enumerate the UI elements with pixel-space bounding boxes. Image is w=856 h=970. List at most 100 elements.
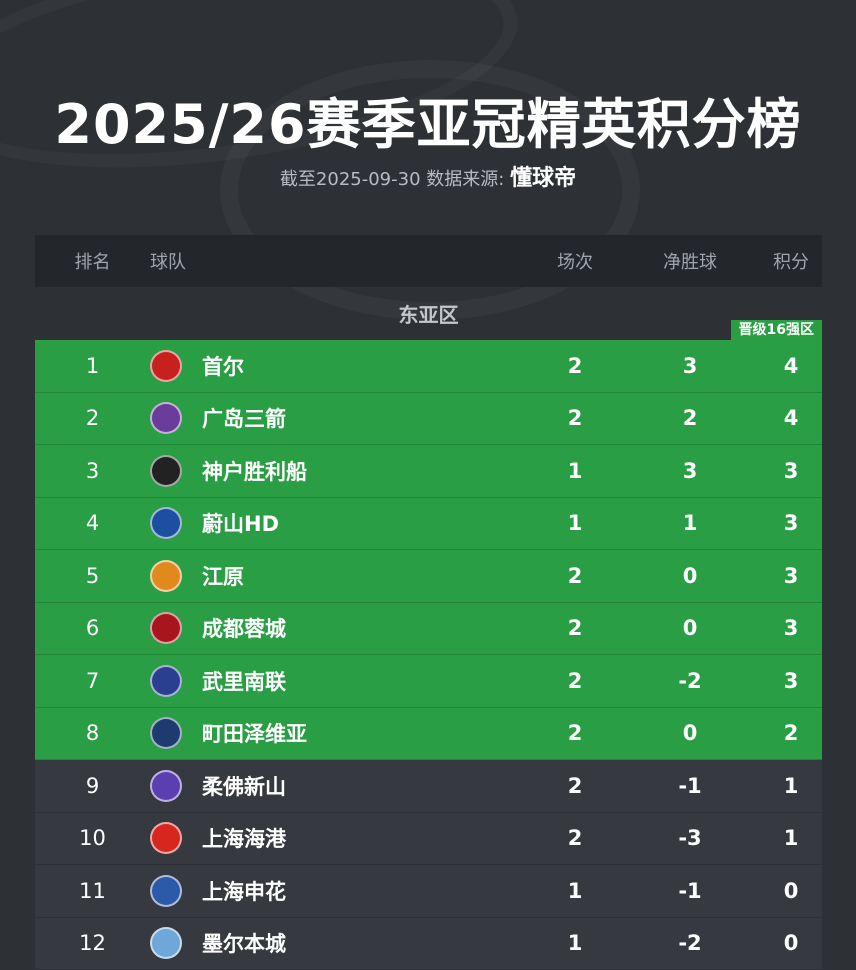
points: 4 xyxy=(760,354,822,378)
points: 4 xyxy=(760,406,822,430)
played: 2 xyxy=(530,354,620,378)
team-logo-icon xyxy=(150,560,182,592)
rank: 1 xyxy=(35,354,150,378)
team-logo-icon xyxy=(150,717,182,749)
team-logo-icon xyxy=(150,402,182,434)
played: 1 xyxy=(530,511,620,535)
team-cell: 神户胜利船 xyxy=(150,455,530,487)
team-cell: 成都蓉城 xyxy=(150,612,530,644)
played: 2 xyxy=(530,774,620,798)
subtitle: 截至2025-09-30 数据来源: 懂球帝 xyxy=(0,160,856,192)
goal-difference: -2 xyxy=(620,931,760,955)
played: 2 xyxy=(530,406,620,430)
points: 0 xyxy=(760,879,822,903)
goal-difference: 1 xyxy=(620,511,760,535)
region-heading: 东亚区 晋级16强区 xyxy=(35,287,822,340)
header-team: 球队 xyxy=(150,248,530,274)
team-cell: 首尔 xyxy=(150,350,530,382)
goal-difference: 3 xyxy=(620,354,760,378)
rank: 2 xyxy=(35,406,150,430)
goal-difference: 0 xyxy=(620,564,760,588)
team-name[interactable]: 柔佛新山 xyxy=(202,771,286,801)
team-logo-icon xyxy=(150,455,182,487)
table-row[interactable]: 12 墨尔本城 1 -2 0 xyxy=(35,918,822,970)
rank: 7 xyxy=(35,669,150,693)
played: 1 xyxy=(530,879,620,903)
rank: 5 xyxy=(35,564,150,588)
rank: 12 xyxy=(35,931,150,955)
team-cell: 上海海港 xyxy=(150,822,530,854)
team-logo-icon xyxy=(150,927,182,959)
table-row[interactable]: 2 广岛三箭 2 2 4 xyxy=(35,393,822,446)
team-name[interactable]: 上海申花 xyxy=(202,876,286,906)
table-row[interactable]: 11 上海申花 1 -1 0 xyxy=(35,865,822,918)
team-name[interactable]: 上海海港 xyxy=(202,823,286,853)
page-title: 2025/26赛季亚冠精英积分榜 xyxy=(0,80,856,159)
team-name[interactable]: 神户胜利船 xyxy=(202,456,307,486)
rank: 10 xyxy=(35,826,150,850)
header-played: 场次 xyxy=(530,248,620,274)
rank: 3 xyxy=(35,459,150,483)
points: 3 xyxy=(760,669,822,693)
team-name[interactable]: 首尔 xyxy=(202,351,244,381)
region-label: 东亚区 xyxy=(399,299,459,328)
team-logo-icon xyxy=(150,612,182,644)
rank: 6 xyxy=(35,616,150,640)
team-name[interactable]: 武里南联 xyxy=(202,666,286,696)
played: 1 xyxy=(530,459,620,483)
points: 3 xyxy=(760,511,822,535)
header-gd: 净胜球 xyxy=(620,248,760,274)
points: 1 xyxy=(760,826,822,850)
team-cell: 柔佛新山 xyxy=(150,770,530,802)
team-cell: 町田泽维亚 xyxy=(150,717,530,749)
team-name[interactable]: 江原 xyxy=(202,561,244,591)
played: 1 xyxy=(530,931,620,955)
table-row[interactable]: 1 首尔 2 3 4 xyxy=(35,340,822,393)
header-rank: 排名 xyxy=(35,248,150,274)
team-cell: 武里南联 xyxy=(150,665,530,697)
team-cell: 上海申花 xyxy=(150,875,530,907)
table-row[interactable]: 6 成都蓉城 2 0 3 xyxy=(35,603,822,656)
table-row[interactable]: 8 町田泽维亚 2 0 2 xyxy=(35,708,822,761)
played: 2 xyxy=(530,826,620,850)
rank: 9 xyxy=(35,774,150,798)
points: 3 xyxy=(760,616,822,640)
team-logo-icon xyxy=(150,507,182,539)
points: 1 xyxy=(760,774,822,798)
table-row[interactable]: 3 神户胜利船 1 3 3 xyxy=(35,445,822,498)
team-logo-icon xyxy=(150,822,182,854)
goal-difference: 2 xyxy=(620,406,760,430)
played: 2 xyxy=(530,721,620,745)
goal-difference: 0 xyxy=(620,721,760,745)
table-row[interactable]: 5 江原 2 0 3 xyxy=(35,550,822,603)
team-logo-icon xyxy=(150,875,182,907)
rank: 4 xyxy=(35,511,150,535)
goal-difference: 0 xyxy=(620,616,760,640)
team-cell: 墨尔本城 xyxy=(150,927,530,959)
promotion-badge: 晋级16强区 xyxy=(731,320,822,340)
goal-difference: -1 xyxy=(620,774,760,798)
table-row[interactable]: 10 上海海港 2 -3 1 xyxy=(35,813,822,866)
team-cell: 江原 xyxy=(150,560,530,592)
team-name[interactable]: 蔚山HD xyxy=(202,508,279,538)
goal-difference: 3 xyxy=(620,459,760,483)
table-row[interactable]: 7 武里南联 2 -2 3 xyxy=(35,655,822,708)
team-name[interactable]: 墨尔本城 xyxy=(202,928,286,958)
table-header: 排名 球队 场次 净胜球 积分 xyxy=(35,235,822,287)
subtitle-date: 截至2025-09-30 数据来源: xyxy=(280,169,504,190)
header-points: 积分 xyxy=(760,248,822,274)
team-name[interactable]: 广岛三箭 xyxy=(202,403,286,433)
team-cell: 蔚山HD xyxy=(150,507,530,539)
source-name: 懂球帝 xyxy=(510,166,576,191)
points: 2 xyxy=(760,721,822,745)
table-row[interactable]: 9 柔佛新山 2 -1 1 xyxy=(35,760,822,813)
team-name[interactable]: 町田泽维亚 xyxy=(202,718,307,748)
rank: 11 xyxy=(35,879,150,903)
goal-difference: -2 xyxy=(620,669,760,693)
team-name[interactable]: 成都蓉城 xyxy=(202,613,286,643)
goal-difference: -3 xyxy=(620,826,760,850)
played: 2 xyxy=(530,616,620,640)
table-row[interactable]: 4 蔚山HD 1 1 3 xyxy=(35,498,822,551)
